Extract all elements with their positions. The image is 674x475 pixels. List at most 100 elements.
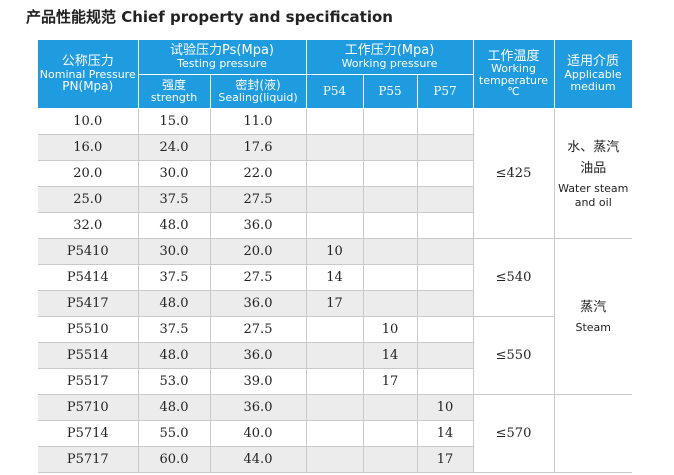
sealing-cell: 22.0 [210, 160, 307, 187]
p55-cell [363, 446, 418, 473]
strength-cell: 48.0 [138, 342, 211, 369]
sealing-cell: 36.0 [210, 394, 307, 421]
p54-cell: 17 [306, 290, 364, 317]
pn-cell: 32.0 [38, 212, 139, 239]
p55-cell [363, 160, 418, 187]
p57-header: P57 [417, 74, 474, 109]
p57-cell [417, 134, 474, 161]
p54-cell: 14 [306, 264, 364, 291]
medium-en-label: Applicable medium [564, 68, 622, 93]
pn-cell: P5714 [38, 420, 139, 447]
p57-cell [417, 160, 474, 187]
pn-cell: P5710 [38, 394, 139, 421]
p55-cell [363, 212, 418, 239]
p57-cell [417, 238, 474, 265]
p57-cell [417, 342, 474, 369]
medium-cn: 蒸汽 [580, 300, 607, 316]
nominal-cn-label: 公称压力 [61, 53, 114, 69]
sealing-cell: 39.0 [210, 368, 307, 395]
sealing-cell: 27.5 [210, 264, 307, 291]
sealing-cn-label: 密封(液) [235, 77, 281, 92]
working-temperature-header: 工作温度 Working temperature ℃ [473, 40, 555, 109]
medium-en: Water steam and oil [558, 181, 629, 209]
nominal-pressure-header: 公称压力 Nominal Pressure PN(Mpa) [38, 40, 139, 109]
strength-cell: 48.0 [138, 290, 211, 317]
strength-en-label: strength [150, 90, 198, 104]
p55-cell [363, 108, 418, 135]
strength-cell: 37.5 [138, 186, 211, 213]
table-row: 25.0 37.5 27.5 [38, 186, 632, 213]
sealing-cell: 17.6 [210, 134, 307, 161]
p54-cell: 10 [306, 238, 364, 265]
p55-cell [363, 186, 418, 213]
strength-cell: 37.5 [138, 264, 211, 291]
p54-cell [306, 342, 364, 369]
medium-cn-label: 适用介质 [566, 54, 619, 70]
p54-cell [306, 108, 364, 135]
strength-cell: 30.0 [138, 238, 211, 265]
medium-cell: 水、蒸汽 油品 Water steam and oil [553, 108, 632, 239]
strength-cell: 30.0 [138, 160, 211, 187]
medium-cn-a: 水、蒸汽 [567, 139, 620, 155]
sealing-en-label: Sealing(liquid) [218, 90, 298, 104]
medium-cn-b: 油品 [580, 160, 607, 176]
p54-cell [306, 420, 364, 447]
temp-cn-label: 工作温度 [487, 48, 540, 64]
pn-cell: P5514 [38, 342, 139, 369]
temp-en-label: Working temperature [478, 62, 549, 87]
p54-cell [306, 368, 364, 395]
table-row: P5417 48.0 36.0 17 [38, 290, 632, 317]
pn-cell: P5410 [38, 238, 139, 265]
sealing-cell: 40.0 [210, 420, 307, 447]
table-row: P5517 53.0 39.0 17 [38, 368, 632, 395]
p55-cell [363, 238, 418, 265]
p57-cell [417, 212, 474, 239]
nominal-unit-label: PN(Mpa) [62, 79, 114, 94]
strength-cell: 24.0 [138, 134, 211, 161]
temp-cell: ≤540 [472, 238, 555, 317]
p55-cell: 17 [363, 368, 418, 395]
table-row: 32.0 48.0 36.0 [38, 212, 632, 239]
applicable-medium-header: 适用介质 Applicable medium [554, 40, 633, 109]
pn-cell: P5510 [38, 316, 139, 343]
table-row: 10.0 15.0 11.0 ≤425 水、蒸汽 油品 Water steam … [38, 108, 632, 239]
p55-cell [363, 420, 418, 447]
table-row: 20.0 30.0 22.0 [38, 160, 632, 187]
working-cn-label: 工作压力(Mpa) [344, 43, 435, 59]
p57-cell: 14 [417, 420, 474, 447]
p55-cell [363, 290, 418, 317]
table-row: P5414 37.5 27.5 14 [38, 264, 632, 291]
medium-cell-empty [553, 394, 632, 473]
p57-cell: 17 [417, 446, 474, 473]
sealing-cell: 27.5 [210, 316, 307, 343]
p54-cell [306, 394, 364, 421]
pn-cell: 20.0 [38, 160, 139, 187]
strength-cell: 37.5 [138, 316, 211, 343]
pn-cell: 10.0 [38, 108, 139, 135]
p54-header: P54 [306, 74, 364, 109]
temp-cell: ≤550 [472, 316, 555, 395]
p57-cell [417, 264, 474, 291]
p57-cell [417, 290, 474, 317]
p57-cell [417, 186, 474, 213]
temp-cell: ≤570 [472, 394, 555, 473]
p55-cell [363, 394, 418, 421]
p55-cell [363, 134, 418, 161]
p54-cell [306, 186, 364, 213]
sealing-cell: 20.0 [210, 238, 307, 265]
nominal-en-label: Nominal Pressure [39, 67, 136, 81]
pn-cell: 25.0 [38, 186, 139, 213]
p55-header: P55 [363, 74, 418, 109]
strength-cell: 60.0 [138, 446, 211, 473]
strength-cell: 48.0 [138, 394, 211, 421]
medium-en: Steam [575, 321, 612, 335]
pn-cell: P5517 [38, 368, 139, 395]
sealing-cell: 27.5 [210, 186, 307, 213]
testing-en-label: Testing pressure [177, 56, 267, 70]
working-pressure-header: 工作压力(Mpa) Working pressure [306, 40, 474, 75]
strength-cell: 48.0 [138, 212, 211, 239]
p57-cell [417, 316, 474, 343]
table-row: P5410 30.0 20.0 10 ≤540 蒸汽 Steam [38, 238, 632, 395]
table-row: P5714 55.0 40.0 14 [38, 420, 632, 447]
strength-header: 强度 strength [138, 74, 211, 109]
